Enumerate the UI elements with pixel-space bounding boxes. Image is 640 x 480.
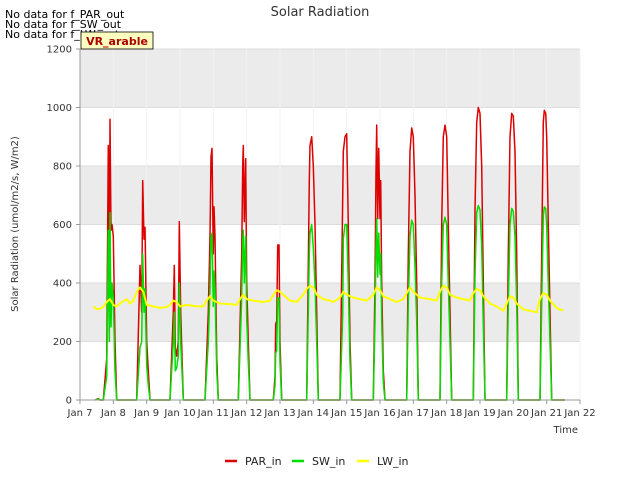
x-tick-label: Jan 12 xyxy=(230,408,262,419)
series-line-lw-in xyxy=(92,284,564,314)
y-tick-label: 1200 xyxy=(47,45,72,56)
x-tick-label: Jan 18 xyxy=(430,408,462,419)
x-tick-label: Jan 15 xyxy=(330,408,362,419)
chart-title: Solar Radiation xyxy=(271,5,370,20)
y-tick-label: 1000 xyxy=(47,103,72,114)
x-tick-label: Jan 17 xyxy=(397,408,429,419)
x-tick-label: Jan 19 xyxy=(463,408,495,419)
x-tick-label: Jan 14 xyxy=(297,408,329,419)
x-tick-label: Jan 8 xyxy=(100,408,126,419)
vr-arable-badge: VR_arable xyxy=(80,31,154,50)
legend: PAR_in SW_in LW_in xyxy=(225,455,409,468)
y-axis-title: Solar Radiation (umol/m2/s, W/m2) xyxy=(10,136,21,312)
y-tick-label: 200 xyxy=(53,337,72,348)
x-tick-label: Jan 21 xyxy=(530,408,562,419)
badge-label: VR_arable xyxy=(86,35,148,48)
no-data-note-sw-out: No data for f_SW_out xyxy=(5,18,122,31)
background-band xyxy=(80,49,580,108)
x-tick-label: Jan 20 xyxy=(497,408,529,419)
x-tick-label: Jan 22 xyxy=(563,408,595,419)
y-tick-label: 600 xyxy=(53,220,72,231)
x-tick-label: Jan 13 xyxy=(263,408,295,419)
legend-label-par-in: PAR_in xyxy=(245,455,282,468)
x-tick-label: Jan 16 xyxy=(363,408,395,419)
background-band xyxy=(80,283,580,342)
axes: 0 200 400 600 800 1000 1200 Jan 7 Jan 8 Jan 9 Jan … xyxy=(47,45,596,420)
legend-label-lw-in: LW_in xyxy=(377,455,409,468)
x-axis-title: Time xyxy=(553,425,578,436)
x-tick-label: Jan 7 xyxy=(67,408,93,419)
no-data-note-par-out: No data for f_PAR_out xyxy=(5,8,125,21)
y-tick-label: 800 xyxy=(53,162,72,173)
x-tick-label: Jan 10 xyxy=(163,408,195,419)
x-tick-label: Jan 11 xyxy=(197,408,229,419)
y-tick-label: 0 xyxy=(66,396,72,407)
background-band xyxy=(80,166,580,225)
legend-label-sw-in: SW_in xyxy=(312,455,345,468)
y-tick-label: 400 xyxy=(53,279,72,290)
x-tick-label: Jan 9 xyxy=(133,408,159,419)
